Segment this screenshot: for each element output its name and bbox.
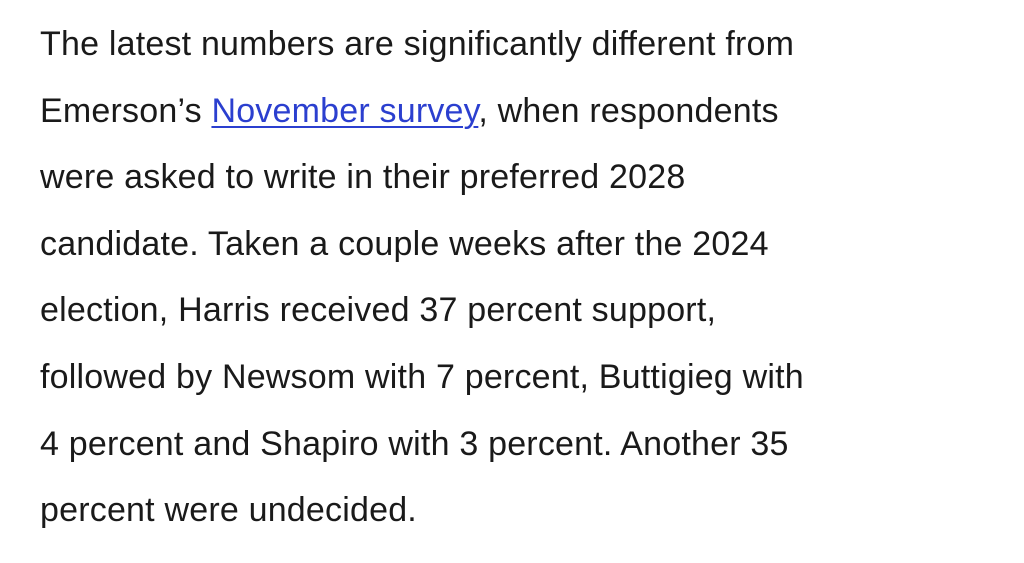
text-line: The latest numbers are significantly dif… (40, 25, 795, 63)
article-paragraph: The latest numbers are significantly dif… (40, 11, 1010, 544)
text-span: Emerson’s (40, 91, 212, 130)
text-line: were asked to write in their preferred 2… (40, 158, 686, 197)
text-line: election, Harris received 37 percent sup… (40, 291, 717, 330)
text-line: candidate. Taken a couple weeks after th… (40, 224, 769, 263)
text-line: Emerson’s November survey, when responde… (40, 78, 1010, 145)
text-line: 4 percent and Shapiro with 3 percent. An… (40, 424, 789, 463)
text-line: percent were undecided. (40, 491, 417, 530)
text-span: , when respondents (478, 91, 779, 130)
survey-link[interactable]: November survey (211, 91, 479, 130)
text-line: followed by Newsom with 7 percent, Butti… (40, 357, 804, 396)
